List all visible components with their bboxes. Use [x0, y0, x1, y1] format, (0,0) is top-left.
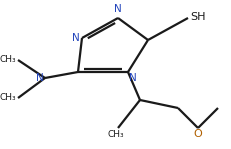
Text: SH: SH	[190, 12, 206, 22]
Text: CH₃: CH₃	[108, 130, 124, 139]
Text: O: O	[194, 129, 202, 139]
Text: N: N	[129, 73, 137, 83]
Text: N: N	[72, 33, 80, 43]
Text: CH₃: CH₃	[0, 94, 16, 103]
Text: N: N	[36, 73, 44, 83]
Text: N: N	[114, 4, 122, 14]
Text: CH₃: CH₃	[0, 55, 16, 65]
